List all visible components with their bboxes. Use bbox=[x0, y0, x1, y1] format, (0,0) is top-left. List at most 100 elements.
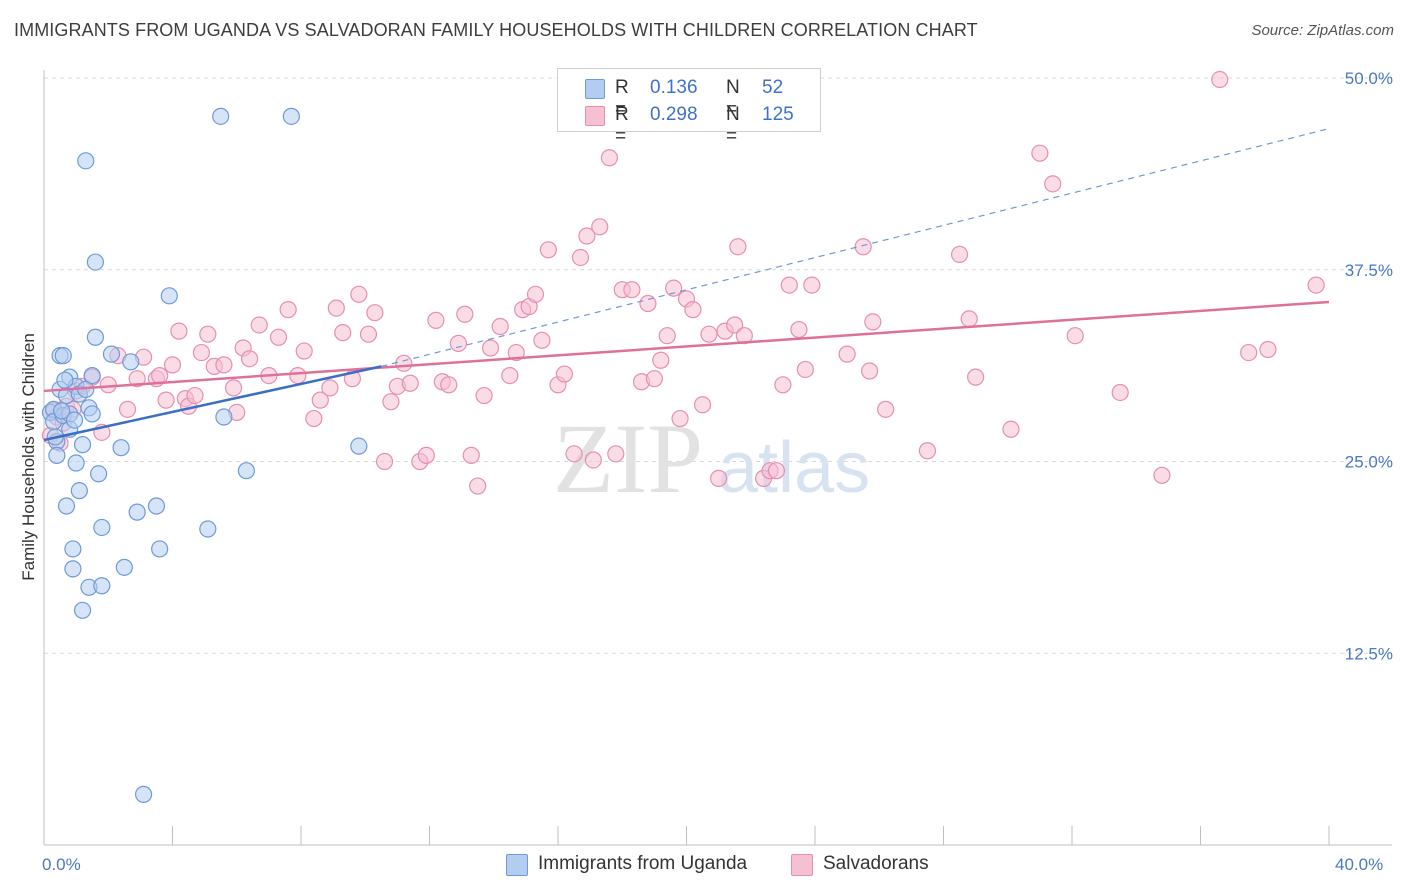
salvadoran-point[interactable] bbox=[289, 366, 307, 385]
salvadoran-point[interactable] bbox=[241, 350, 259, 368]
salvadoran-point[interactable] bbox=[710, 469, 728, 487]
salvadoran-point[interactable] bbox=[401, 374, 419, 392]
salvadoran-point[interactable] bbox=[584, 451, 602, 469]
uganda-point[interactable] bbox=[83, 405, 101, 423]
salvadoran-point[interactable] bbox=[250, 316, 268, 334]
uganda-point[interactable] bbox=[54, 347, 72, 365]
salvadoran-point[interactable] bbox=[1240, 343, 1258, 362]
salvadoran-point[interactable] bbox=[157, 391, 175, 409]
salvadoran-point[interactable] bbox=[321, 379, 339, 397]
salvadoran-point[interactable] bbox=[735, 327, 753, 345]
salvadoran-point[interactable] bbox=[600, 149, 619, 167]
salvadoran-point[interactable] bbox=[192, 343, 211, 362]
salvadoran-point[interactable] bbox=[186, 386, 204, 405]
salvadoran-point[interactable] bbox=[481, 339, 500, 357]
salvadoran-point[interactable] bbox=[327, 299, 345, 317]
salvadoran-point[interactable] bbox=[790, 320, 808, 339]
salvadoran-point[interactable] bbox=[501, 366, 519, 385]
salvadoran-point[interactable] bbox=[803, 276, 821, 294]
salvadoran-point[interactable] bbox=[163, 356, 182, 374]
uganda-point[interactable] bbox=[65, 411, 84, 429]
salvadoran-point[interactable] bbox=[1153, 466, 1171, 484]
salvadoran-point[interactable] bbox=[305, 409, 323, 428]
salvadoran-point[interactable] bbox=[311, 391, 329, 409]
salvadoran-point[interactable] bbox=[440, 376, 458, 394]
uganda-point[interactable] bbox=[215, 408, 233, 426]
uganda-point[interactable] bbox=[212, 107, 230, 125]
uganda-point[interactable] bbox=[237, 462, 255, 480]
salvadoran-point[interactable] bbox=[151, 366, 169, 385]
salvadoran-point[interactable] bbox=[578, 227, 596, 245]
salvadoran-point[interactable] bbox=[729, 238, 747, 256]
uganda-point[interactable] bbox=[160, 287, 178, 305]
uganda-point[interactable] bbox=[73, 436, 92, 454]
salvadoran-point[interactable] bbox=[780, 276, 798, 294]
salvadoran-point[interactable] bbox=[1031, 144, 1049, 162]
salvadoran-point[interactable] bbox=[279, 301, 297, 319]
salvadoran-point[interactable] bbox=[215, 356, 233, 374]
uganda-point[interactable] bbox=[77, 152, 95, 170]
salvadoran-point[interactable] bbox=[224, 379, 243, 397]
salvadoran-point[interactable] bbox=[571, 248, 590, 267]
uganda-point[interactable] bbox=[73, 601, 92, 619]
salvadoran-point[interactable] bbox=[854, 238, 872, 256]
salvadoran-point[interactable] bbox=[950, 245, 969, 264]
uganda-point[interactable] bbox=[199, 520, 217, 538]
salvadoran-point[interactable] bbox=[838, 345, 856, 363]
salvadoran-point[interactable] bbox=[375, 452, 394, 471]
salvadoran-point[interactable] bbox=[99, 376, 117, 394]
uganda-point[interactable] bbox=[86, 328, 105, 346]
salvadoran-point[interactable] bbox=[366, 304, 384, 322]
uganda-point[interactable] bbox=[53, 402, 71, 420]
uganda-point[interactable] bbox=[147, 497, 166, 515]
uganda-point[interactable] bbox=[112, 439, 130, 457]
salvadoran-point[interactable] bbox=[639, 294, 657, 313]
salvadoran-point[interactable] bbox=[1002, 420, 1020, 438]
uganda-point[interactable] bbox=[67, 454, 85, 472]
salvadoran-point[interactable] bbox=[334, 324, 352, 342]
salvadoran-point[interactable] bbox=[462, 446, 480, 464]
salvadoran-point[interactable] bbox=[877, 400, 895, 418]
salvadoran-point[interactable] bbox=[456, 305, 474, 323]
salvadoran-point[interactable] bbox=[395, 354, 413, 372]
salvadoran-point[interactable] bbox=[469, 477, 487, 495]
salvadoran-point[interactable] bbox=[533, 331, 551, 349]
salvadoran-point[interactable] bbox=[623, 281, 641, 299]
uganda-point[interactable] bbox=[86, 253, 105, 271]
uganda-point[interactable] bbox=[93, 577, 111, 595]
salvadoran-point[interactable] bbox=[565, 445, 583, 463]
salvadoran-point[interactable] bbox=[269, 328, 288, 346]
salvadoran-point[interactable] bbox=[645, 370, 663, 388]
salvadoran-point[interactable] bbox=[671, 409, 689, 428]
salvadoran-point[interactable] bbox=[1066, 327, 1084, 345]
salvadoran-point[interactable] bbox=[607, 445, 625, 463]
salvadoran-point[interactable] bbox=[1211, 70, 1229, 89]
uganda-point[interactable] bbox=[128, 503, 146, 521]
uganda-point[interactable] bbox=[350, 437, 368, 455]
salvadoran-point[interactable] bbox=[475, 386, 493, 405]
salvadoran-point[interactable] bbox=[295, 342, 313, 360]
uganda-point[interactable] bbox=[90, 465, 108, 483]
uganda-point[interactable] bbox=[93, 518, 111, 537]
salvadoran-point[interactable] bbox=[861, 362, 879, 380]
salvadoran-point[interactable] bbox=[1044, 175, 1062, 193]
salvadoran-point[interactable] bbox=[359, 325, 378, 343]
salvadoran-point[interactable] bbox=[449, 334, 468, 352]
uganda-point[interactable] bbox=[70, 482, 88, 500]
salvadoran-point[interactable] bbox=[128, 370, 146, 388]
salvadoran-point[interactable] bbox=[774, 376, 792, 394]
salvadoran-point[interactable] bbox=[700, 325, 718, 343]
uganda-point[interactable] bbox=[57, 497, 76, 515]
salvadoran-point[interactable] bbox=[539, 241, 557, 259]
uganda-point[interactable] bbox=[83, 366, 101, 385]
uganda-point[interactable] bbox=[48, 446, 66, 464]
salvadoran-point[interactable] bbox=[726, 316, 744, 334]
salvadoran-point[interactable] bbox=[658, 327, 676, 345]
salvadoran-point[interactable] bbox=[960, 310, 978, 328]
salvadoran-point[interactable] bbox=[864, 313, 882, 331]
salvadoran-point[interactable] bbox=[684, 301, 702, 319]
salvadoran-point[interactable] bbox=[1307, 276, 1325, 294]
salvadoran-point[interactable] bbox=[555, 365, 574, 383]
salvadoran-point[interactable] bbox=[767, 462, 786, 480]
uganda-point[interactable] bbox=[64, 560, 82, 578]
